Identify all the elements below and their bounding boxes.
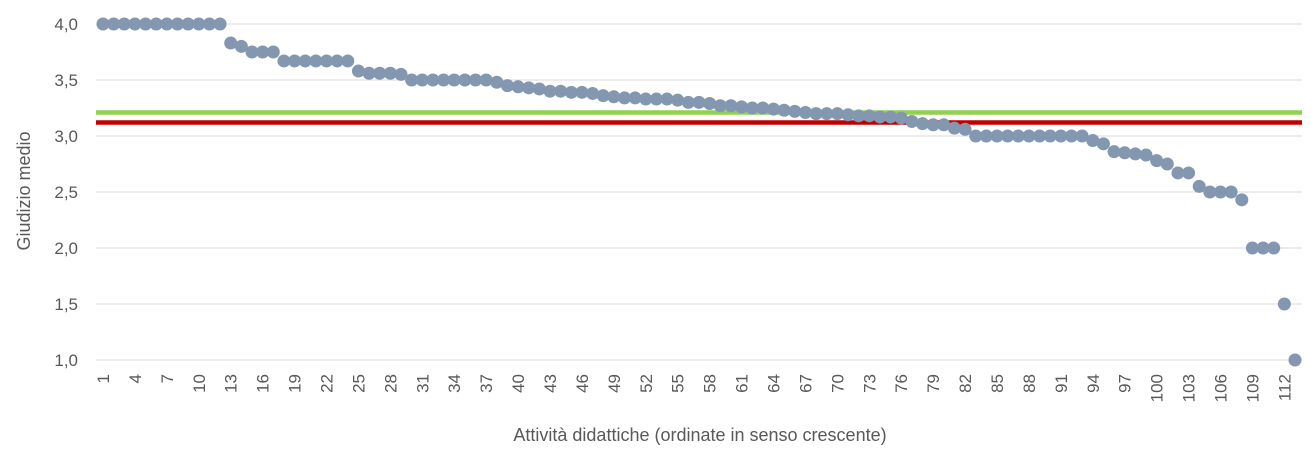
x-tick-label: 34	[445, 374, 464, 393]
x-tick-label: 40	[509, 374, 528, 393]
x-tick-label: 43	[541, 374, 560, 393]
y-tick-label: 1,0	[54, 351, 78, 370]
x-tick-label: 82	[956, 374, 975, 393]
x-tick-label: 37	[477, 374, 496, 393]
gridlines	[96, 24, 1302, 360]
x-tick-labels: 1 4 7 10 13 16 19 22 25 28 31 34 37 40 43 46 49 52 55 58 61 6…	[94, 374, 1294, 402]
x-tick-label: 64	[765, 374, 784, 393]
x-tick-label: 76	[892, 374, 911, 393]
x-tick-label: 1	[94, 374, 113, 383]
x-tick-label: 10	[190, 374, 209, 393]
x-tick-label: 16	[254, 374, 273, 393]
x-tick-label: 28	[381, 374, 400, 393]
data-point	[1235, 193, 1248, 206]
data-point	[267, 46, 280, 59]
x-tick-label: 31	[413, 374, 432, 393]
x-tick-label: 100	[1148, 374, 1167, 402]
data-point	[341, 54, 354, 67]
x-tick-label: 49	[605, 374, 624, 393]
data-point	[1289, 354, 1302, 367]
x-tick-label: 25	[349, 374, 368, 393]
reference-lines	[96, 112, 1302, 122]
x-tick-label: 103	[1180, 374, 1199, 402]
y-tick-label: 4,0	[54, 15, 78, 34]
data-point	[1182, 166, 1195, 179]
x-tick-label: 58	[701, 374, 720, 393]
x-tick-label: 91	[1052, 374, 1071, 393]
x-tick-label: 67	[796, 374, 815, 393]
y-tick-label: 1,5	[54, 295, 78, 314]
y-axis-title: Giudizio medio	[14, 131, 34, 250]
data-point	[214, 18, 227, 31]
x-tick-label: 88	[1020, 374, 1039, 393]
data-point	[1161, 158, 1174, 171]
x-tick-label: 19	[286, 374, 305, 393]
x-tick-label: 94	[1084, 374, 1103, 393]
x-axis-title: Attività didattiche (ordinate in senso c…	[513, 425, 886, 445]
y-tick-label: 2,5	[54, 183, 78, 202]
x-tick-label: 52	[637, 374, 656, 393]
x-tick-label: 4	[126, 374, 145, 383]
y-tick-label: 3,5	[54, 71, 78, 90]
x-tick-label: 109	[1243, 374, 1262, 402]
y-tick-label: 3,0	[54, 127, 78, 146]
x-tick-label: 70	[828, 374, 847, 393]
x-tick-label: 55	[669, 374, 688, 393]
x-tick-label: 61	[733, 374, 752, 393]
data-point	[1278, 298, 1291, 311]
x-tick-label: 85	[988, 374, 1007, 393]
x-tick-label: 97	[1116, 374, 1135, 393]
x-tick-label: 79	[924, 374, 943, 393]
data-point	[1267, 242, 1280, 255]
y-tick-label: 2,0	[54, 239, 78, 258]
data-point	[1225, 186, 1238, 199]
x-tick-label: 13	[222, 374, 241, 393]
x-tick-label: 7	[158, 374, 177, 383]
x-tick-label: 46	[573, 374, 592, 393]
y-tick-labels: 1,0 1,5 2,0 2,5 3,0 3,5 4,0	[54, 15, 78, 370]
x-tick-label: 73	[860, 374, 879, 393]
data-point	[1097, 137, 1110, 150]
x-tick-label: 112	[1275, 374, 1294, 401]
x-tick-label: 106	[1212, 374, 1231, 402]
x-tick-label: 22	[318, 374, 337, 393]
